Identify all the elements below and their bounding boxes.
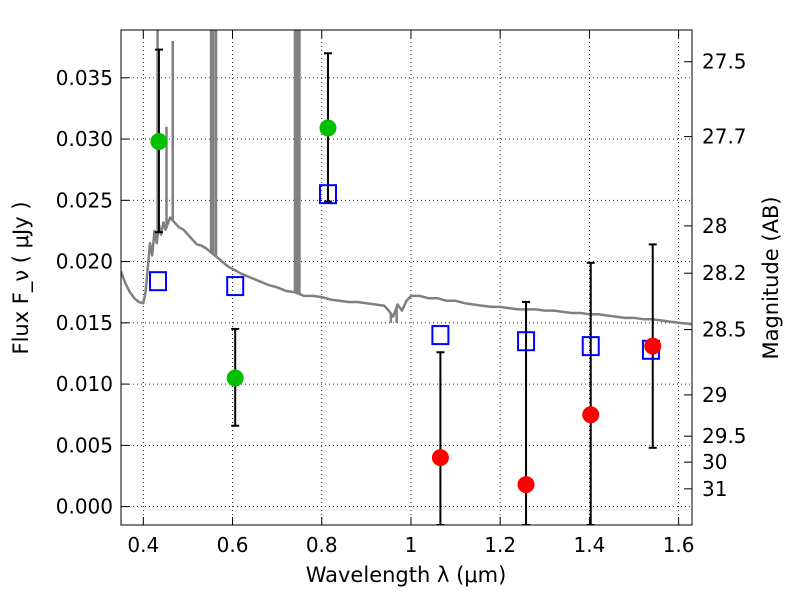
x-tick-label: 0.4	[127, 533, 159, 557]
y-axis-ticks: 0.000 0.005 0.010 0.015 0.020 0.025 0.030 0.035	[56, 66, 129, 519]
right-tick-label: 29.5	[702, 424, 747, 448]
photometry-square-marker	[149, 271, 168, 292]
right-tick-label: 28	[702, 214, 727, 238]
right-tick-label: 27.5	[702, 50, 747, 74]
right-tick-label: 31	[702, 477, 727, 501]
right-tick-label: 29	[702, 383, 727, 407]
photometry-square-marker	[581, 336, 600, 357]
right-tick-label: 28.5	[702, 318, 747, 342]
x-tick-label: 1	[405, 533, 418, 557]
photometry-square-marker	[517, 331, 536, 352]
photometry-point-marker	[226, 369, 244, 387]
x-tick-label: 0.8	[306, 533, 338, 557]
x-tick-label: 0.6	[217, 533, 249, 557]
y-tick-label: 0.015	[56, 311, 113, 335]
right-tick-label: 30	[702, 450, 727, 474]
plot-frame	[120, 29, 693, 526]
x-axis-title: Wavelength λ (μm)	[306, 563, 507, 587]
y-tick-label: 0.030	[56, 127, 113, 151]
spectrum-continuum	[121, 216, 692, 326]
photometry-square-marker	[226, 276, 245, 297]
photometry-point-marker	[431, 449, 449, 467]
y-tick-label: 0.010	[56, 372, 113, 396]
y-tick-label: 0.000	[56, 495, 113, 519]
photometry-square-marker	[318, 184, 337, 205]
right-tick-label: 27.7	[702, 125, 747, 149]
error-bars	[154, 48, 657, 525]
photometry-square-marker	[431, 325, 450, 346]
right-axis-title: Magnitude (AB)	[759, 196, 783, 359]
grid-lines	[121, 30, 692, 525]
photometry-point-marker	[582, 406, 600, 424]
photometry-point-marker	[644, 337, 662, 355]
x-tick-label: 1.6	[663, 533, 695, 557]
photometry-point-marker	[319, 119, 337, 137]
y-tick-label: 0.020	[56, 250, 113, 274]
template-spectrum	[121, 30, 692, 326]
y-tick-label: 0.005	[56, 433, 113, 457]
right-axis-ticks: 27.5 27.7 28 28.2 28.5 29 29.530 31	[684, 50, 747, 501]
x-axis-ticks: 0.4 0.6 0.8 1 1.2 1.4 1.6	[127, 30, 695, 557]
right-tick-label: 28.2	[702, 261, 747, 285]
y-axis-title: Flux F_ν ( μJy )	[9, 201, 34, 354]
y-tick-label: 0.025	[56, 188, 113, 212]
x-tick-label: 1.2	[484, 533, 516, 557]
data-markers	[149, 119, 662, 494]
x-tick-label: 1.4	[573, 533, 605, 557]
photometry-point-marker	[150, 132, 168, 150]
y-tick-label: 0.035	[56, 66, 113, 90]
photometry-point-marker	[517, 476, 535, 494]
